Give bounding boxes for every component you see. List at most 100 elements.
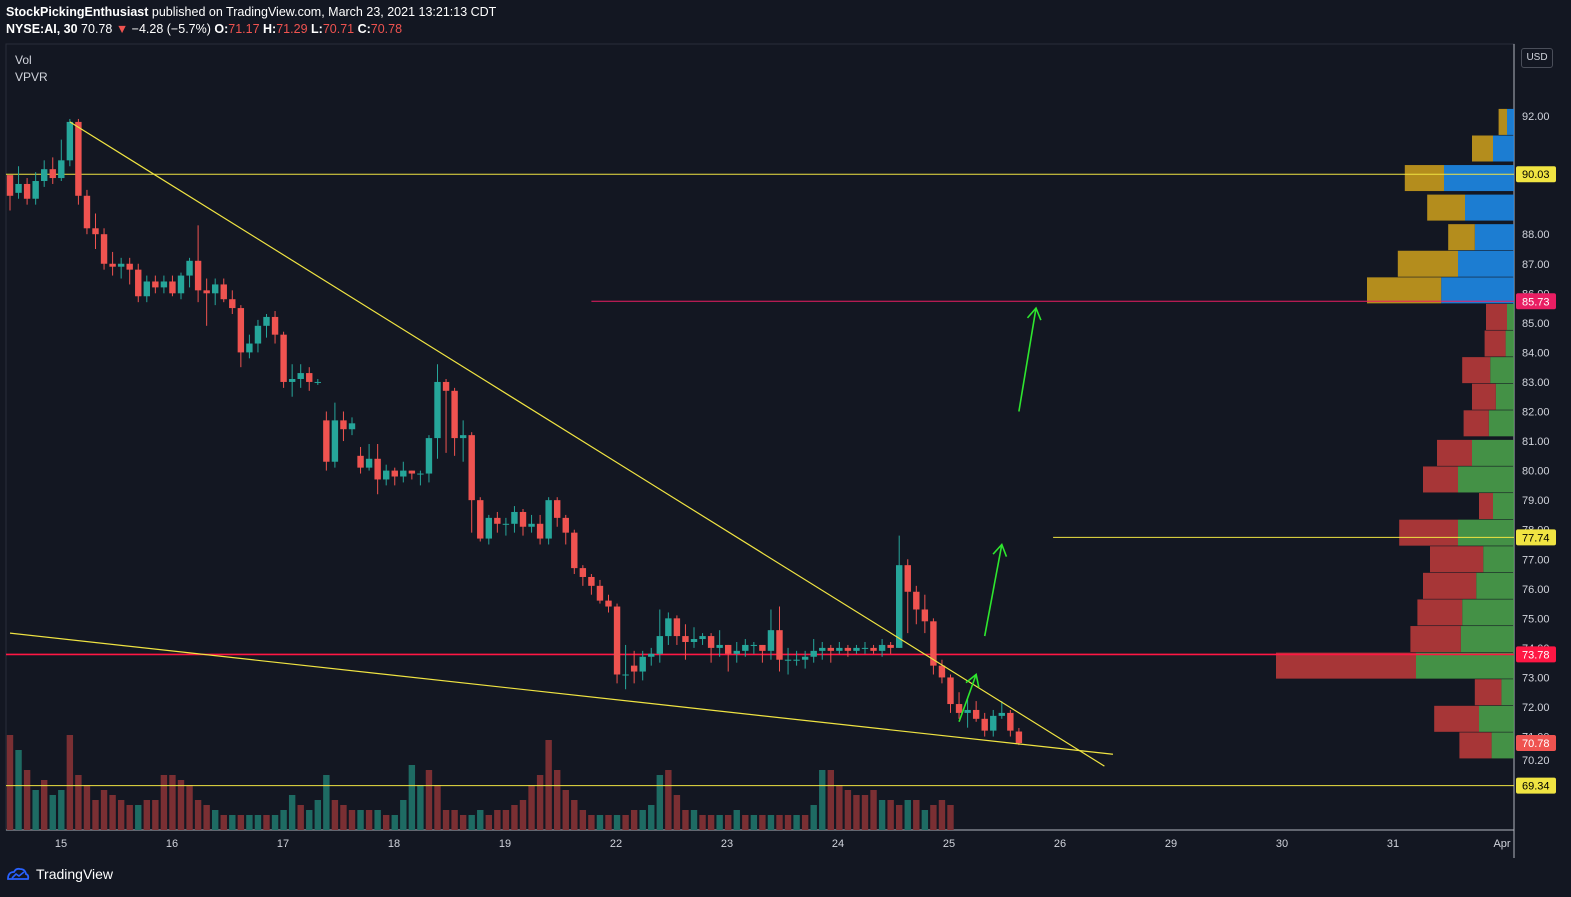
candle-body <box>109 263 116 267</box>
vpvr-up-segment <box>1441 277 1514 304</box>
author-name[interactable]: StockPickingEnthusiast <box>6 5 149 19</box>
vpvr-up-segment <box>1479 705 1514 732</box>
candle-body <box>41 169 48 182</box>
candle-body <box>622 674 629 676</box>
volume-bar <box>725 815 732 830</box>
volume-bar <box>639 810 646 830</box>
volume-bar <box>331 800 339 830</box>
candle-body <box>819 647 826 651</box>
candle-body <box>1007 712 1014 731</box>
candle-body <box>220 284 227 300</box>
x-tick-label: 30 <box>1276 838 1288 850</box>
volume-bar <box>468 815 475 830</box>
volume-bar <box>801 815 809 830</box>
currency-button[interactable]: USD <box>1521 48 1553 68</box>
price-label-text: 85.73 <box>1522 296 1550 308</box>
vpvr-up-segment <box>1458 250 1514 277</box>
volume-bar <box>212 810 219 830</box>
volume-bar <box>408 765 416 830</box>
arrow-head <box>965 673 980 688</box>
vpvr-up-segment <box>1493 493 1514 520</box>
volume-bar <box>254 815 262 830</box>
symbol-label[interactable]: NYSE:AI, 30 <box>6 22 78 36</box>
volume-bar <box>511 805 518 830</box>
candle-body <box>536 523 544 539</box>
volume-indicator-label[interactable]: Vol <box>15 53 32 67</box>
volume-bar <box>442 810 450 830</box>
volume-bar <box>459 815 467 830</box>
candle-body <box>1015 731 1023 744</box>
candle-body <box>673 618 681 637</box>
candle-body <box>306 373 313 382</box>
price-label-text: 77.74 <box>1522 532 1550 544</box>
candle-body <box>485 517 492 539</box>
down-triangle-icon: ▼ <box>115 22 129 36</box>
vpvr-down-segment <box>1498 108 1507 135</box>
candle-body <box>596 585 604 601</box>
x-tick-label: 24 <box>832 838 844 850</box>
y-tick-label: 81.00 <box>1522 436 1550 448</box>
candle-body <box>374 458 381 480</box>
volume-bar <box>673 795 681 830</box>
candle-body <box>263 316 270 326</box>
candle-body <box>152 281 159 288</box>
volume-bar <box>383 815 390 830</box>
candle-body <box>340 420 347 430</box>
volume-bar <box>579 810 587 830</box>
vpvr-down-segment <box>1410 626 1461 653</box>
volume-bar <box>220 815 227 830</box>
plot-frame <box>5 43 1515 831</box>
price-label-badge <box>1516 735 1556 752</box>
open-value: 71.17 <box>228 22 260 36</box>
candle-body <box>955 704 963 713</box>
vpvr-indicator-label[interactable]: VPVR <box>15 70 48 84</box>
candle-body <box>990 715 997 731</box>
candle-body <box>716 644 723 648</box>
candle-body <box>32 181 39 199</box>
tradingview-brand[interactable]: TradingView <box>6 866 113 882</box>
volume-bar <box>690 810 698 830</box>
vpvr-up-segment <box>1458 466 1514 493</box>
candle-body <box>75 121 82 196</box>
volume-bar <box>494 810 501 830</box>
volume-bar <box>297 805 304 830</box>
candle-body <box>143 281 150 297</box>
volume-bar <box>947 805 954 830</box>
candle-body <box>160 281 168 288</box>
volume-bar <box>203 805 210 830</box>
volume-bar <box>280 810 287 830</box>
candle-body <box>579 568 587 577</box>
volume-bar <box>776 815 783 830</box>
vpvr-up-segment <box>1493 135 1514 162</box>
volume-bar <box>596 815 604 830</box>
candle-body <box>588 576 595 586</box>
candle-body <box>494 517 501 524</box>
volume-bar <box>348 810 356 830</box>
vpvr-down-segment <box>1484 330 1506 357</box>
arrow-head <box>1026 306 1042 321</box>
y-tick-label: 85.00 <box>1522 318 1550 330</box>
volume-bar <box>186 785 193 830</box>
volume-bar <box>528 785 535 830</box>
volume-bar <box>177 780 185 830</box>
candle-body <box>212 284 219 294</box>
y-tick-label: 77.00 <box>1522 554 1550 566</box>
x-tick-label: 17 <box>277 838 289 850</box>
vpvr-down-segment <box>1486 303 1507 330</box>
arrow-head <box>992 542 1008 557</box>
chart-header: StockPickingEnthusiast published on Trad… <box>6 4 496 38</box>
y-tick-label: 75.00 <box>1522 613 1550 625</box>
candle-body <box>733 650 740 654</box>
volume-bar <box>126 805 133 830</box>
candle-body <box>870 647 877 651</box>
y-tick-label: 79.00 <box>1522 495 1550 507</box>
candle-body <box>280 334 287 382</box>
trendline <box>69 121 1105 767</box>
volume-bar <box>844 790 852 830</box>
candle-body <box>331 420 339 462</box>
volume-bar <box>648 805 655 830</box>
volume-bar <box>707 815 715 830</box>
volume-bar <box>836 785 843 830</box>
candle-body <box>383 470 390 480</box>
candle-body <box>725 644 732 654</box>
